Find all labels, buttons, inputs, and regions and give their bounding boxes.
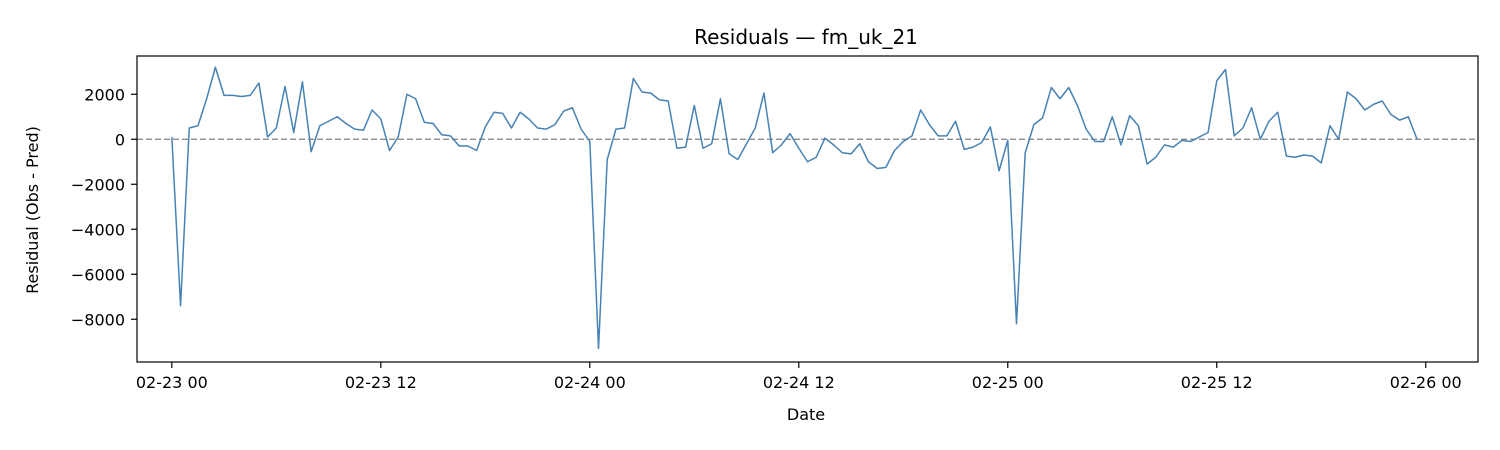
plot-area: 02-23 00 02-23 12 02-24 00 02-24 12 02-25 00… bbox=[71, 55, 1479, 392]
chart-title: Residuals — fm_uk_21 bbox=[694, 25, 918, 49]
x-tick-label: 02-26 00 bbox=[1390, 373, 1462, 392]
y-axis-label: Residual (Obs - Pred) bbox=[23, 126, 42, 294]
y-tick-label: −6000 bbox=[71, 265, 125, 284]
x-tick-label: 02-24 12 bbox=[763, 373, 835, 392]
x-tick-label: 02-25 12 bbox=[1181, 373, 1253, 392]
x-axis-label: Date bbox=[787, 405, 825, 424]
y-tick-label: 2000 bbox=[84, 85, 125, 104]
plot-frame bbox=[136, 55, 1479, 363]
y-tick-label: −4000 bbox=[71, 220, 125, 239]
x-tick-label: 02-23 00 bbox=[136, 373, 208, 392]
residual-series-line bbox=[171, 66, 1418, 350]
y-tick-label: 0 bbox=[115, 130, 125, 149]
x-tick-label: 02-24 00 bbox=[554, 373, 626, 392]
y-tick-label: −2000 bbox=[71, 175, 125, 194]
y-tick-label: −8000 bbox=[71, 310, 125, 329]
x-tick-label: 02-25 00 bbox=[972, 373, 1044, 392]
x-tick-label: 02-23 12 bbox=[345, 373, 417, 392]
